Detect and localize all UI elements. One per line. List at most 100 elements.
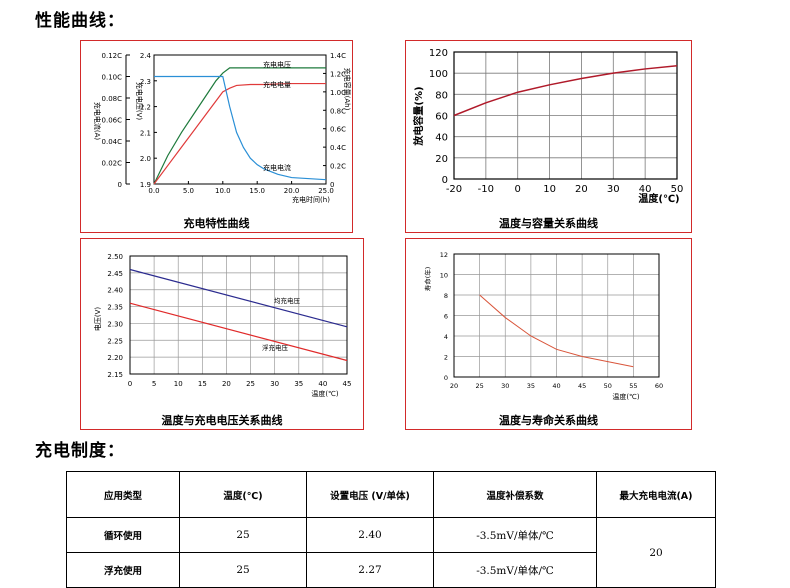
x-tick-label: 15 [198,380,207,388]
y-tick-label: 10 [440,272,448,280]
x-tick-label: 55 [629,382,637,390]
y-tick-label: 120 [429,48,448,59]
x-tick-label: -10 [478,184,494,195]
y-tick-label: 2.40 [107,287,123,295]
capacity-tick-label: 0.8C [330,107,346,115]
y-tick-label: 20 [435,154,448,165]
y-tick-label: 40 [435,133,448,144]
chart-title-capacity: 温度与容量关系曲线 [499,217,598,230]
y-tick-label: 0 [442,175,448,186]
y-axis-label: 电压(V) [93,307,102,332]
voltage-tick-label: 2.1 [140,129,151,137]
x-tick-label: 25 [475,382,483,390]
x-tick-label: 30 [607,184,620,195]
charge-chart: 0 0.02C 0.04C 0.06C 0.08C 0.10C 0.12C 1.9 2.0 2.1… [93,52,352,204]
table-header-row: 应用类型 温度(℃) 设置电压 (V/单体) 温度补偿系数 最大充电电流(A) [66,471,716,518]
voltage-tick-label: 2.0 [140,155,151,163]
x-axis-label: 温度(℃) [311,389,339,398]
y-tick-label: 2.35 [107,304,123,312]
y-tick-label: 2.15 [107,371,123,379]
x-axis-label: 充电时间(h) [292,195,330,204]
capacity-tick-label: 1.0C [330,89,346,97]
voltage-series-line [129,268,348,328]
capacity-tick-label: 0 [330,181,334,189]
x-tick-label: 30 [270,380,279,388]
plot-frame [153,54,327,185]
voltage-tick-label: 1.9 [140,181,151,189]
table-row: 循环使用 25 2.40 -3.5mV/单体/℃ 20 [66,517,716,588]
current-tick-label: 0.02C [102,160,123,168]
life-chart: 20 25 30 35 40 45 50 55 60 0 2 4 6 8 10 12 温度(℃) 寿命(年) [423,251,663,401]
x-tick-label: 25 [246,380,255,388]
chart-panel-capacity: -20 -10 0 10 20 30 40 50 0 20 40 60 80 100 120 温度(℃) 放电容… [405,40,692,233]
x-tick-label: 45 [578,382,586,390]
series-label-float: 浮充电压 [262,343,289,352]
plot-frame [129,255,348,375]
voltage-series-line [129,302,348,362]
chart-title-voltage: 温度与充电电压关系曲线 [161,414,283,427]
capacity-tick-label: 1.4C [330,52,346,60]
y-tick-label: 2.30 [107,320,123,328]
current-tick-label: 0.12C [102,52,123,60]
header-compensation: 温度补偿系数 [433,471,597,518]
x-tick-label: 50 [671,184,684,195]
voltage-tick-label: 2.3 [140,78,151,86]
series-label-current: 充电电流 [263,163,291,172]
section-heading-regime: 充电制度： [35,441,125,461]
cell-type: 浮充使用 [66,552,180,588]
capacity-tick-label: 1.2C [330,70,346,78]
capacity-tick-label: 0.6C [330,126,346,134]
y-tick-label: 2.50 [107,253,123,261]
voltage-tick-label: 2.4 [140,52,152,60]
x-tick-label: 20 [575,184,588,195]
y-tick-label: 100 [429,69,448,80]
capacity-chart: -20 -10 0 10 20 30 40 50 0 20 40 60 80 100 120 温度(℃) 放电容… [412,48,684,205]
x-axis-label: 温度(℃) [638,192,679,205]
current-axis-label: 充电电流(A) [93,102,102,141]
cell-coef: -3.5mV/单体/℃ [433,552,597,588]
x-tick-label: 20.0 [284,187,300,195]
voltage-axis-label: 充电电压(V) [135,82,144,121]
current-tick-label: 0.10C [102,74,123,82]
x-tick-label: 40 [639,184,652,195]
capacity-series-line [453,65,678,117]
x-tick-label: 0.0 [148,187,159,195]
current-tick-label: 0 [118,181,122,189]
y-tick-label: 2.20 [107,354,123,362]
x-tick-label: 10 [174,380,183,388]
x-tick-label: -20 [446,184,462,195]
cell-temp: 25 [179,517,307,553]
x-tick-label: 35 [527,382,535,390]
y-tick-label: 80 [435,90,448,101]
header-set-voltage: 设置电压 (V/单体) [306,471,434,518]
header-temperature: 温度(℃) [179,471,307,518]
life-series-line [479,294,634,368]
x-tick-label: 30 [501,382,509,390]
y-tick-label: 2.25 [107,337,123,345]
series-line-V [153,67,326,185]
y-tick-label: 4 [444,333,448,341]
x-tick-label: 25.0 [318,187,334,195]
cell-voltage: 2.40 [306,517,434,553]
chart-panel-charge: 0 0.02C 0.04C 0.06C 0.08C 0.10C 0.12C 1.9 2.0 2.1… [80,40,353,233]
x-tick-label: 60 [655,382,663,390]
chart-title-life: 温度与寿命关系曲线 [499,414,598,427]
header-application-type: 应用类型 [66,471,180,518]
cell-voltage: 2.27 [306,552,434,588]
current-tick-label: 0.06C [102,117,123,125]
x-tick-label: 5 [152,380,156,388]
series-label-capacity: 充电电量 [263,80,291,89]
voltage-chart: 0 5 10 15 20 25 30 35 40 45 2.15 2.20 2.25 2.30 2.35 2.… [93,253,351,398]
y-tick-label: 60 [435,112,448,123]
y-tick-label: 12 [440,251,448,259]
y-tick-label: 6 [444,313,448,321]
y-tick-label: 2.45 [107,270,123,278]
x-tick-label: 50 [604,382,612,390]
x-tick-label: 15.0 [249,187,265,195]
x-axis-label: 温度(℃) [612,392,640,401]
voltage-tick-label: 2.2 [140,104,151,112]
capacity-axis-label: 充电容量(Ah) [343,68,352,111]
section-heading-curves: 性能曲线： [35,11,125,31]
cell-type: 循环使用 [66,517,180,553]
cell-coef: -3.5mV/单体/℃ [433,517,597,553]
